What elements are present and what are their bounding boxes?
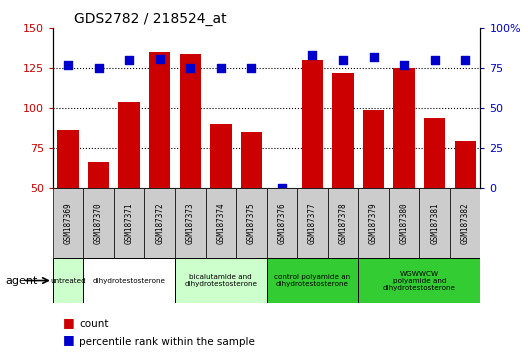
Bar xyxy=(114,188,145,258)
Bar xyxy=(88,162,109,188)
Text: GSM187371: GSM187371 xyxy=(125,202,134,244)
Point xyxy=(461,57,469,63)
Bar xyxy=(328,188,359,258)
Bar xyxy=(419,188,450,258)
Bar xyxy=(149,52,171,188)
Text: GSM187378: GSM187378 xyxy=(338,202,347,244)
Bar xyxy=(145,188,175,258)
Point xyxy=(64,62,72,68)
Bar xyxy=(83,258,175,303)
Text: GSM187370: GSM187370 xyxy=(94,202,103,244)
Bar xyxy=(175,258,267,303)
Point xyxy=(247,65,256,71)
Bar xyxy=(53,258,83,303)
Bar xyxy=(359,188,389,258)
Text: ■: ■ xyxy=(63,333,75,346)
Text: GSM187375: GSM187375 xyxy=(247,202,256,244)
Text: GSM187379: GSM187379 xyxy=(369,202,378,244)
Bar xyxy=(236,188,267,258)
Point xyxy=(156,56,164,62)
Text: GDS2782 / 218524_at: GDS2782 / 218524_at xyxy=(74,12,227,26)
Bar xyxy=(53,188,83,258)
Bar xyxy=(241,132,262,188)
Text: agent: agent xyxy=(5,275,37,286)
Text: WGWWCW
polyamide and
dihydrotestosterone: WGWWCW polyamide and dihydrotestosterone xyxy=(383,270,456,291)
Bar xyxy=(267,188,297,258)
Bar xyxy=(332,73,354,188)
Text: untreated: untreated xyxy=(50,278,86,284)
Bar xyxy=(424,118,445,188)
Text: GSM187377: GSM187377 xyxy=(308,202,317,244)
Bar xyxy=(267,258,359,303)
Bar xyxy=(450,188,480,258)
Bar xyxy=(58,130,79,188)
Point xyxy=(95,65,103,71)
Bar xyxy=(302,60,323,188)
Point xyxy=(400,62,408,68)
Point xyxy=(125,57,134,63)
Text: percentile rank within the sample: percentile rank within the sample xyxy=(79,337,255,347)
Point xyxy=(278,185,286,190)
Point xyxy=(308,53,317,58)
Text: GSM187380: GSM187380 xyxy=(400,202,409,244)
Text: GSM187374: GSM187374 xyxy=(216,202,225,244)
Bar xyxy=(455,141,476,188)
Bar xyxy=(205,188,236,258)
Point xyxy=(339,57,347,63)
Bar xyxy=(210,124,231,188)
Text: bicalutamide and
dihydrotestosterone: bicalutamide and dihydrotestosterone xyxy=(184,274,257,287)
Text: GSM187369: GSM187369 xyxy=(63,202,72,244)
Bar xyxy=(180,54,201,188)
Text: GSM187372: GSM187372 xyxy=(155,202,164,244)
Text: ■: ■ xyxy=(63,316,75,329)
Bar xyxy=(359,258,480,303)
Point xyxy=(216,65,225,71)
Bar xyxy=(297,188,328,258)
Bar xyxy=(363,110,384,188)
Text: GSM187376: GSM187376 xyxy=(277,202,286,244)
Text: count: count xyxy=(79,319,109,330)
Point xyxy=(370,54,378,60)
Bar xyxy=(393,68,415,188)
Text: control polyamide an
dihydrotestosterone: control polyamide an dihydrotestosterone xyxy=(275,274,351,287)
Text: GSM187382: GSM187382 xyxy=(461,202,470,244)
Text: GSM187373: GSM187373 xyxy=(186,202,195,244)
Bar xyxy=(83,188,114,258)
Point xyxy=(186,65,194,71)
Bar xyxy=(118,102,140,188)
Point xyxy=(430,57,439,63)
Bar xyxy=(389,188,419,258)
Bar xyxy=(175,188,205,258)
Text: dihydrotestosterone: dihydrotestosterone xyxy=(93,278,166,284)
Text: GSM187381: GSM187381 xyxy=(430,202,439,244)
